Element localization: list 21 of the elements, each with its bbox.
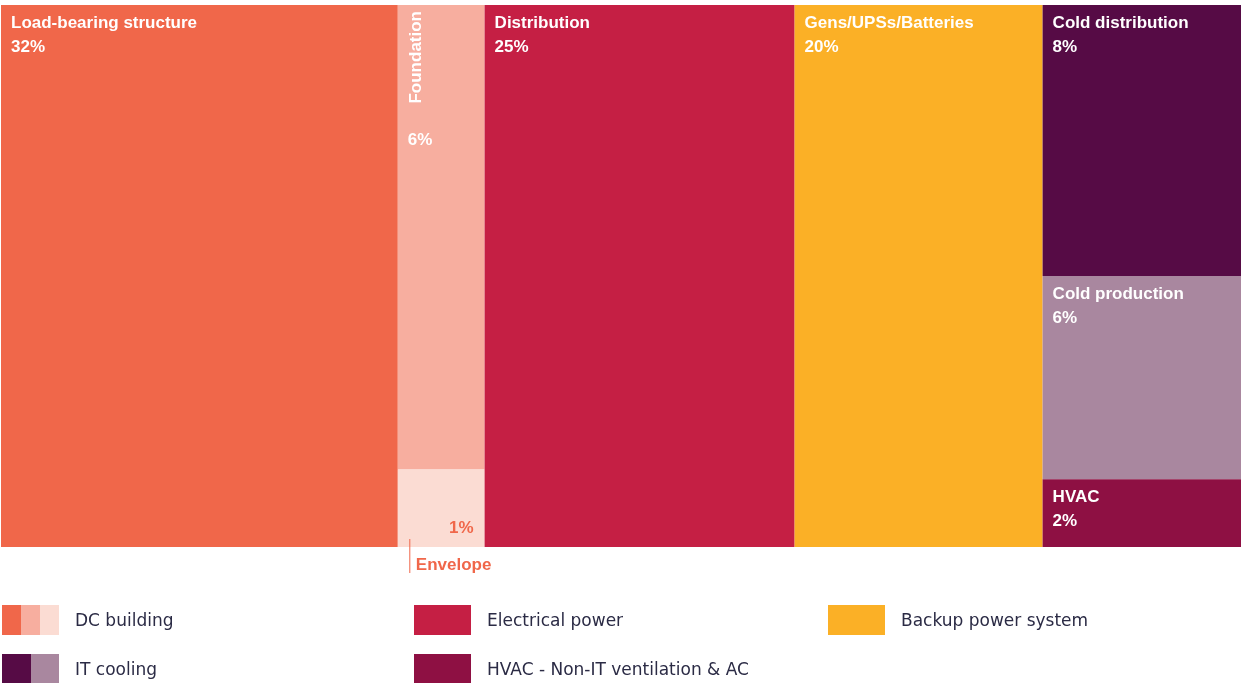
data-label: 32% <box>11 37 46 56</box>
legend-label: Electrical power <box>487 610 624 630</box>
category-label: Cold production <box>1052 284 1184 303</box>
category-label: Envelope <box>415 555 492 574</box>
legend-label: IT cooling <box>75 659 157 679</box>
data-label: 20% <box>804 37 839 56</box>
data-label: 2% <box>1052 511 1078 531</box>
category-label: Distribution <box>494 13 590 32</box>
data-label: 8% <box>1052 37 1078 56</box>
category-label: Gens/UPSs/Batteries <box>804 13 974 32</box>
legend-label: Backup power system <box>901 610 1089 630</box>
legend-label: HVAC - Non-IT ventilation & AC <box>487 659 749 679</box>
data-label: 6% <box>1052 308 1078 327</box>
category-label: HVAC <box>1052 487 1100 507</box>
category-label: Cold distribution <box>1052 13 1189 32</box>
legend-label: DC building <box>75 610 174 630</box>
data-label: 25% <box>494 37 529 56</box>
data-label: 1% <box>449 518 474 537</box>
category-label: Load-bearing structure <box>11 13 198 32</box>
data-label: 6% <box>407 130 433 149</box>
category-label: Foundation <box>405 11 425 104</box>
